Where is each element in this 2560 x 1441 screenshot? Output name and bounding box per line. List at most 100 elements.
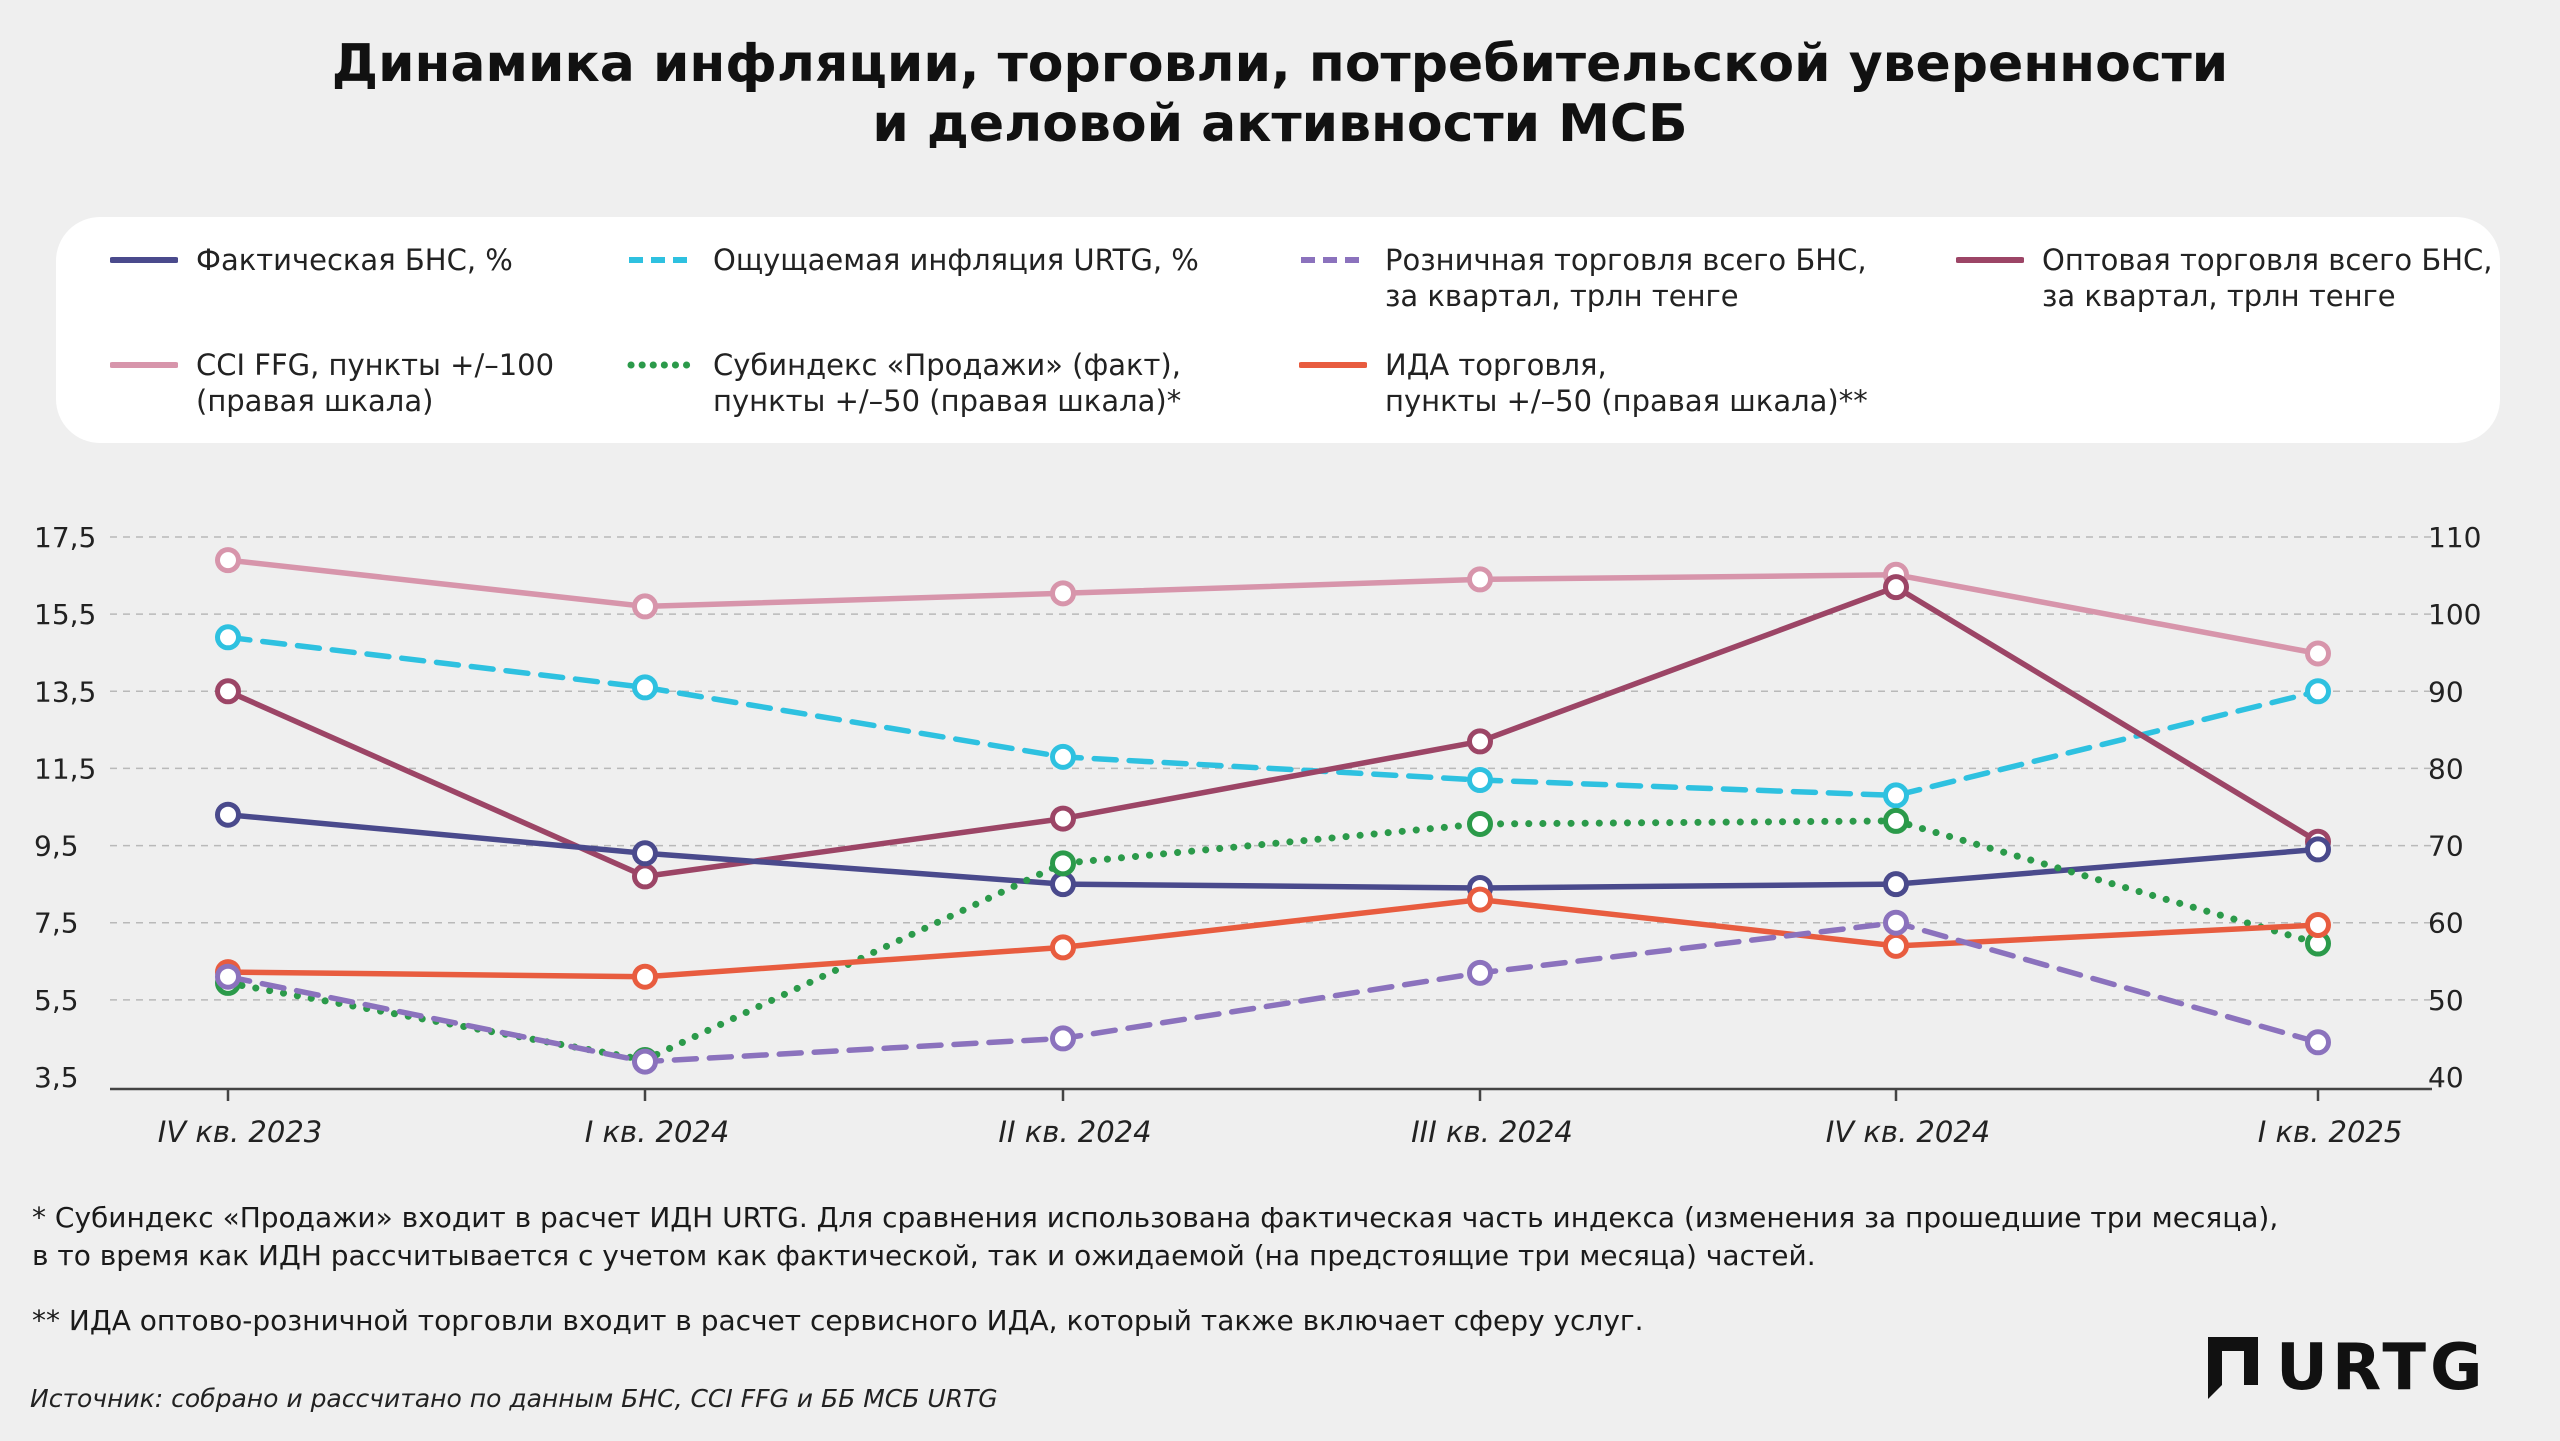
footnote-1: * Субиндекс «Продажи» входит в расчет ИД… <box>32 1199 2278 1275</box>
data-point <box>632 840 658 867</box>
series-line <box>225 919 2321 1065</box>
data-point <box>1050 934 1076 961</box>
data-point <box>2305 1029 2331 1056</box>
legend-item-bns-inflation: Фактическая БНС, % <box>110 242 513 278</box>
data-point <box>1883 807 1909 834</box>
legend-item-retail-trade: Розничная торговля всего БНС, за квартал… <box>1299 242 1867 314</box>
footnote-2-line: ** ИДА оптово-розничной торговли входит … <box>32 1304 1644 1337</box>
data-point <box>1467 886 1493 913</box>
legend-label: Розничная торговля всего БНС, <box>1385 243 1867 277</box>
legend-label: Субиндекс «Продажи» (факт), <box>713 348 1181 382</box>
legend-item-perceived-inflation: Ощущаемая инфляция URTG, % <box>627 242 1199 278</box>
urtg-logo-icon <box>2208 1337 2258 1399</box>
legend: Фактическая БНС, % Ощущаемая инфляция UR… <box>56 217 2500 443</box>
data-point <box>632 1048 658 1075</box>
source-note: Источник: собрано и рассчитано по данным… <box>30 1384 998 1413</box>
data-point <box>1050 805 1076 832</box>
legend-swatch <box>110 362 178 368</box>
legend-label: ИДА торговля, <box>1385 348 1607 382</box>
data-point <box>1467 959 1493 986</box>
y-right-tick-label: 50 <box>2428 984 2464 1017</box>
data-point <box>1050 871 1076 898</box>
y-right-tick-label: 80 <box>2428 752 2464 785</box>
series-line <box>225 896 2321 980</box>
y-left-tick-label: 9,5 <box>34 830 79 863</box>
series-line <box>225 584 2321 880</box>
data-point <box>215 678 241 705</box>
y-left-tick-label: 15,5 <box>34 598 96 631</box>
data-point <box>2305 640 2331 667</box>
data-point <box>1050 580 1076 607</box>
legend-item-sales-subindex: Субиндекс «Продажи» (факт), пункты +/–50… <box>627 347 1181 419</box>
urtg-logo: URTG <box>2204 1335 2487 1401</box>
data-point <box>1883 909 1909 936</box>
x-tick-label: III кв. 2024 <box>1411 1115 1573 1149</box>
series-line <box>225 557 2321 657</box>
legend-swatch <box>629 257 693 263</box>
legend-item-wholesale-trade: Оптовая торговля всего БНС, за квартал, … <box>1956 242 2493 314</box>
legend-item-cci: CCI FFG, пункты +/–100 (правая шкала) <box>110 347 554 419</box>
legend-item-ida-trade: ИДА торговля, пункты +/–50 (правая шкала… <box>1299 347 1868 419</box>
y-right-tick-label: 90 <box>2428 675 2464 708</box>
data-point <box>1050 1025 1076 1052</box>
series-line <box>225 811 2321 891</box>
chart-title: Динамика инфляции, торговли, потребитель… <box>0 34 2560 154</box>
data-point <box>632 593 658 620</box>
data-point <box>1467 767 1493 793</box>
x-tick-label: I кв. 2024 <box>585 1115 730 1149</box>
legend-label: Ощущаемая инфляция URTG, % <box>713 243 1199 277</box>
data-point <box>215 547 241 574</box>
legend-label-2: за квартал, трлн тенге <box>2042 279 2396 313</box>
y-left-tick-label: 3,5 <box>34 1061 79 1094</box>
data-point <box>1883 871 1909 898</box>
legend-label-2: за квартал, трлн тенге <box>1385 279 1739 313</box>
data-point <box>1467 810 1493 837</box>
data-point <box>632 963 658 990</box>
footnote-1-line1: * Субиндекс «Продажи» входит в расчет ИД… <box>32 1201 2279 1234</box>
y-left-tick-label: 17,5 <box>34 521 96 554</box>
data-point <box>2305 678 2331 705</box>
x-tick-label: I кв. 2025 <box>2258 1115 2403 1149</box>
y-right-tick-label: 40 <box>2428 1061 2464 1094</box>
legend-swatch <box>110 257 178 263</box>
data-point <box>632 863 658 890</box>
legend-label-2: пункты +/–50 (правая шкала)* <box>713 384 1182 418</box>
footnote-1-line2: в то время как ИДН рассчитывается с учет… <box>32 1239 1816 1272</box>
x-tick-label: IV кв. 2023 <box>158 1115 322 1149</box>
data-point <box>1050 743 1076 770</box>
x-tick-label: II кв. 2024 <box>998 1115 1151 1149</box>
legend-swatch <box>1301 257 1365 263</box>
series-line <box>225 634 2321 799</box>
y-left-tick-label: 13,5 <box>34 675 96 708</box>
footnote-2: ** ИДА оптово-розничной торговли входит … <box>32 1302 1644 1340</box>
legend-label-2: (правая шкала) <box>196 384 434 418</box>
data-point <box>1467 566 1493 593</box>
data-point <box>1883 574 1909 601</box>
x-tick-label: IV кв. 2024 <box>1826 1115 1990 1149</box>
y-right-tick-label: 100 <box>2428 598 2481 631</box>
y-right-tick-label: 110 <box>2428 521 2481 554</box>
legend-label: CCI FFG, пункты +/–100 <box>196 348 555 382</box>
legend-label-2: пункты +/–50 (правая шкала)** <box>1385 384 1868 418</box>
legend-swatch <box>1299 362 1367 368</box>
y-right-tick-label: 60 <box>2428 907 2464 940</box>
legend-swatch <box>627 361 695 369</box>
data-point <box>2305 836 2331 863</box>
data-point <box>1050 850 1076 877</box>
data-point <box>632 674 658 701</box>
legend-label: Фактическая БНС, % <box>196 243 513 277</box>
urtg-logo-text: URTG <box>2276 1331 2487 1405</box>
legend-label: Оптовая торговля всего БНС, <box>2042 243 2493 277</box>
data-point <box>215 963 241 990</box>
data-point <box>2305 912 2331 939</box>
data-point <box>1883 782 1909 809</box>
y-left-tick-label: 5,5 <box>34 984 79 1017</box>
y-left-tick-label: 11,5 <box>34 752 96 785</box>
chart-title-line1: Динамика инфляции, торговли, потребитель… <box>331 34 2229 94</box>
chart-title-line2: и деловой активности МСБ <box>872 94 1688 154</box>
y-right-tick-label: 70 <box>2428 830 2464 863</box>
data-point <box>215 624 241 651</box>
data-point <box>1883 932 1909 959</box>
y-left-tick-label: 7,5 <box>34 907 79 940</box>
